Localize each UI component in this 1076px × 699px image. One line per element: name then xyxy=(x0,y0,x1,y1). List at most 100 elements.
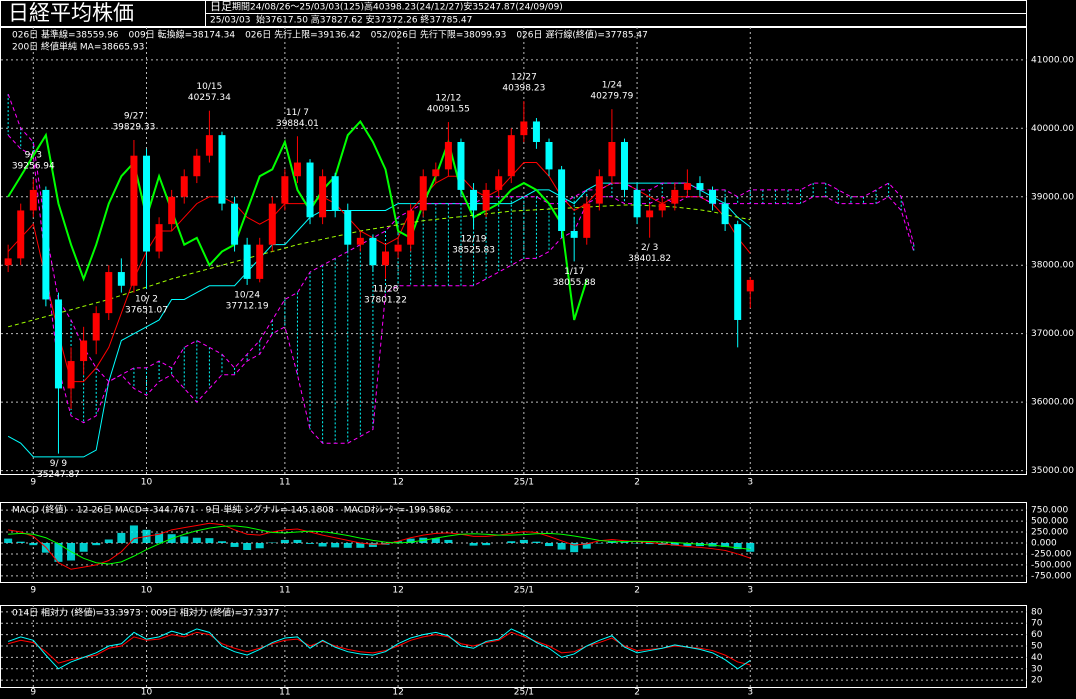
annotation-price: 37801.22 xyxy=(364,295,407,305)
candle-body xyxy=(570,230,578,238)
oscillator-bar xyxy=(746,542,755,552)
oscillator-bar xyxy=(368,542,377,547)
x-tick-label: 3 xyxy=(747,688,753,698)
candle-body xyxy=(155,224,163,252)
candle-body xyxy=(306,162,314,218)
x-tick-label: 12 xyxy=(392,688,403,698)
candle-body xyxy=(168,196,176,225)
y-tick-label: 41000.00 xyxy=(1031,55,1074,65)
x-tick-label: 11 xyxy=(279,688,290,698)
candle-body xyxy=(117,272,125,286)
oscillator-bar xyxy=(469,542,478,546)
oscillator-bar xyxy=(482,542,491,546)
oscillator-bar xyxy=(394,541,403,543)
x-tick-label: 10 xyxy=(141,688,153,698)
oscillator-bar xyxy=(331,542,340,548)
candle-body xyxy=(721,203,729,225)
candle-body xyxy=(746,279,754,292)
annotation-date: 9/ 9 xyxy=(50,459,68,469)
oscillator-bar xyxy=(570,542,579,553)
candle-body xyxy=(92,313,100,341)
candle-body xyxy=(671,189,679,204)
annotation-date: 2/ 3 xyxy=(641,243,658,253)
candle-body xyxy=(520,121,528,136)
annotation-date: 10/ 2 xyxy=(135,295,158,305)
oscillator-bar xyxy=(645,542,654,545)
oscillator-bar xyxy=(180,536,189,543)
oscillator-bar xyxy=(406,538,415,543)
oscillator-bar xyxy=(557,542,566,550)
candle-body xyxy=(369,237,377,266)
oscillator-bar xyxy=(16,541,25,543)
info-row xyxy=(205,13,1027,27)
y-tick-label: 40000.00 xyxy=(1031,124,1074,134)
legend-entry: 026日 先行上限=39136.42 xyxy=(245,29,361,41)
y-tick-label: 39000.00 xyxy=(1031,192,1074,202)
oscillator-bar xyxy=(431,538,440,543)
candle-body xyxy=(319,176,327,218)
oscillator-bar xyxy=(155,533,164,543)
legend-entry: MACDｵｼﾚｰﾀｰ=-199.5862 xyxy=(344,505,452,516)
candle-body xyxy=(4,258,12,266)
legend-entry: 9日 単純 シグナル=-145.1808 xyxy=(206,504,334,516)
candle-body xyxy=(709,189,717,204)
annotation-date: 1/24 xyxy=(602,81,622,91)
annotation-date: 12/19 xyxy=(461,235,487,245)
oscillator-bar xyxy=(343,542,352,548)
oscillator-bar xyxy=(582,542,591,549)
candle-body xyxy=(482,189,490,211)
y-tick-label: 70 xyxy=(1031,619,1043,629)
candle-body xyxy=(381,251,389,266)
oscillator-bar xyxy=(79,542,88,552)
oscillator-bar xyxy=(293,539,302,543)
candle-body xyxy=(734,224,742,320)
oscillator-bar xyxy=(318,542,327,547)
legend-entry: MACD (終値) xyxy=(12,504,67,516)
legend-entry: 12-26日 MACD=-344.7671 xyxy=(77,505,196,516)
candle-body xyxy=(243,244,251,279)
candle-body xyxy=(281,176,289,204)
oscillator-bar xyxy=(192,537,201,543)
y-tick-label: 500.000 xyxy=(1031,517,1068,527)
x-tick-label: 9 xyxy=(30,478,36,488)
x-tick-label: 12 xyxy=(392,478,403,488)
candle-body xyxy=(80,340,88,362)
annotation-price: 39884.01 xyxy=(276,119,319,129)
annotation-date: 10/15 xyxy=(196,82,222,92)
x-tick-label: 3 xyxy=(747,478,753,488)
candle-body xyxy=(218,135,226,204)
chart-title: 日経平均株価 xyxy=(8,1,134,25)
x-tick-label: 25/1 xyxy=(514,478,534,488)
oscillator-bar xyxy=(670,542,679,546)
candle-body xyxy=(67,361,75,389)
y-tick-label: 36000.00 xyxy=(1031,398,1074,408)
oscillator-bar xyxy=(217,541,226,543)
oscillator-bar xyxy=(92,542,101,546)
candle-body xyxy=(683,183,691,190)
annotation-price: 40091.55 xyxy=(427,105,470,115)
annotation-price: 39829.33 xyxy=(112,122,155,132)
series-line xyxy=(8,525,751,565)
candle-body xyxy=(595,176,603,204)
x-tick-label: 2 xyxy=(634,478,640,488)
ohlc: 始37617.50 高37827.62 安37372.26 終37785.47 xyxy=(256,14,472,26)
candle-body xyxy=(407,210,415,245)
oscillator-bar xyxy=(683,542,692,547)
oscillator-bar xyxy=(545,542,554,547)
annotation-date: 12/12 xyxy=(435,94,461,104)
candle-body xyxy=(105,272,113,314)
candle-body xyxy=(29,189,37,211)
candle-body xyxy=(193,155,201,177)
series-line xyxy=(8,522,751,570)
y-tick-label: -750.000 xyxy=(1031,571,1072,581)
candle-body xyxy=(470,189,478,211)
oscillator-bar xyxy=(205,538,214,543)
candle-body xyxy=(54,299,62,389)
candle-body xyxy=(583,203,591,238)
series-line xyxy=(8,204,751,328)
oscillator-bar xyxy=(54,542,63,562)
annotation-price: 38055.88 xyxy=(553,278,596,288)
y-tick-label: 60 xyxy=(1031,630,1043,640)
